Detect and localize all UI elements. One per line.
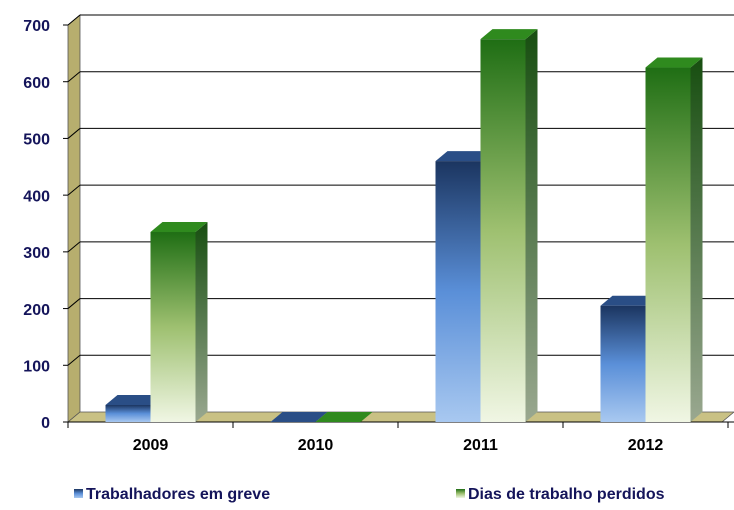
legend-swatch <box>74 489 83 498</box>
x-tick-label: 2011 <box>463 437 498 454</box>
x-tick-label: 2012 <box>628 437 664 454</box>
y-tick-label: 100 <box>23 359 50 376</box>
grid-line-wall <box>67 298 81 309</box>
grid-line-wall <box>67 128 81 139</box>
bar-side <box>525 29 538 423</box>
bar <box>435 161 481 422</box>
bar-top <box>150 222 208 233</box>
grid-line-wall <box>67 241 81 253</box>
legend-swatch <box>456 489 465 498</box>
bar <box>105 404 151 422</box>
bar <box>645 67 691 423</box>
bar <box>600 305 646 422</box>
bar-top <box>105 394 163 405</box>
x-tick-label: 2009 <box>133 437 169 454</box>
left-wall <box>67 14 81 423</box>
legend-label: Dias de trabalho perdidos <box>468 486 665 503</box>
x-tick-label: 2010 <box>298 437 334 454</box>
grid-line-wall <box>67 14 81 26</box>
bar-top <box>270 412 328 422</box>
bar-top <box>645 57 703 68</box>
y-tick-label: 700 <box>23 18 50 35</box>
y-tick-label: 300 <box>23 245 50 262</box>
grid-line-wall <box>67 354 81 366</box>
bar-side <box>195 222 208 422</box>
bar-top <box>435 151 493 162</box>
bar-top <box>600 295 658 306</box>
bar-top <box>315 412 373 422</box>
grid-line-wall <box>67 71 81 83</box>
bar-side <box>690 57 703 423</box>
y-tick-label: 500 <box>23 132 50 149</box>
y-tick-label: 400 <box>23 188 50 205</box>
bar <box>150 232 196 422</box>
bar-top <box>480 29 538 40</box>
legend-label: Trabalhadores em greve <box>86 486 270 503</box>
bar <box>480 39 526 423</box>
y-tick-label: 0 <box>41 415 50 432</box>
grid-line-wall <box>67 184 81 196</box>
y-tick-label: 600 <box>23 75 50 92</box>
y-tick-label: 200 <box>23 302 50 319</box>
